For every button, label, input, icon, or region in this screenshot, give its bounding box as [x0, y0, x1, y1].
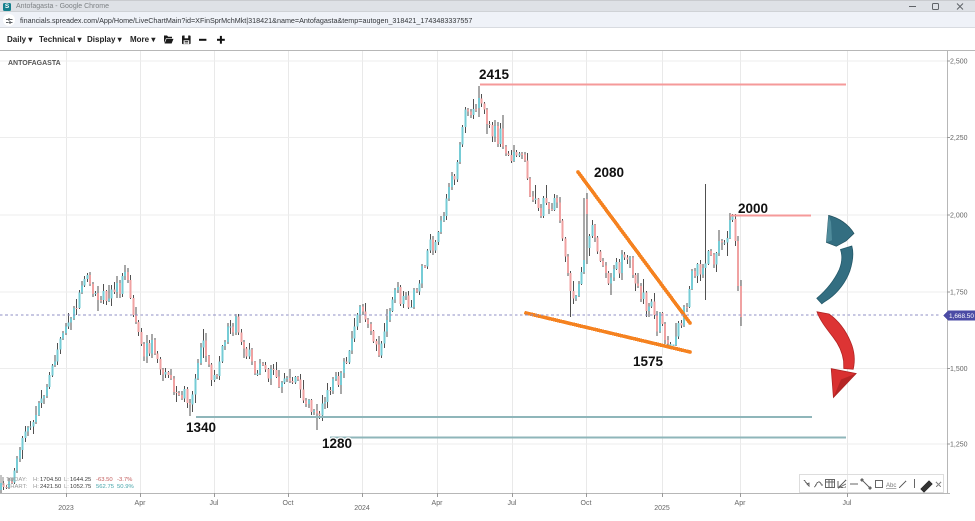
svg-text:Oct: Oct — [581, 500, 592, 507]
svg-text:50.9%: 50.9% — [117, 484, 134, 490]
svg-text:1340: 1340 — [186, 420, 216, 435]
svg-text:Apr: Apr — [735, 500, 747, 507]
svg-text:1,250: 1,250 — [950, 442, 968, 449]
svg-text:1,668.50: 1,668.50 — [949, 313, 974, 320]
svg-text:1052.75: 1052.75 — [70, 484, 92, 490]
svg-text:ANTOFAGASTA: ANTOFAGASTA — [8, 60, 61, 67]
svg-text:L:: L: — [64, 484, 69, 490]
svg-text:1,750: 1,750 — [950, 290, 968, 297]
svg-text:TODAY:: TODAY: — [6, 477, 27, 483]
svg-text:2080: 2080 — [594, 165, 624, 180]
svg-text:H:: H: — [33, 484, 39, 490]
svg-text:Apr: Apr — [432, 500, 444, 507]
svg-text:Abc: Abc — [886, 483, 896, 489]
svg-text:1575: 1575 — [633, 354, 664, 369]
svg-text:2,000: 2,000 — [950, 213, 968, 220]
svg-text:Oct: Oct — [283, 500, 294, 507]
svg-text:Jul: Jul — [843, 500, 852, 507]
svg-text:-3.7%: -3.7% — [117, 477, 133, 483]
svg-text:1644.25: 1644.25 — [70, 477, 92, 483]
svg-text:-63.50: -63.50 — [96, 477, 113, 483]
svg-text:Jul: Jul — [210, 500, 219, 507]
svg-text:2,250: 2,250 — [950, 135, 968, 142]
svg-text:H:: H: — [33, 477, 39, 483]
svg-text:562.75: 562.75 — [96, 484, 115, 490]
svg-text:2023: 2023 — [58, 505, 74, 512]
svg-text:Apr: Apr — [135, 500, 147, 507]
svg-text:L:: L: — [64, 477, 69, 483]
svg-text:2421.50: 2421.50 — [40, 484, 62, 490]
svg-text:2,500: 2,500 — [950, 59, 968, 66]
svg-text:1704.50: 1704.50 — [40, 477, 62, 483]
svg-text:2000: 2000 — [738, 201, 768, 216]
svg-text:2024: 2024 — [354, 505, 370, 512]
svg-text:CHART:: CHART: — [6, 484, 28, 490]
svg-text:2025: 2025 — [654, 505, 670, 512]
svg-text:Jul: Jul — [508, 500, 517, 507]
svg-text:1280: 1280 — [322, 436, 352, 451]
svg-text:1,500: 1,500 — [950, 366, 968, 373]
svg-text:2415: 2415 — [479, 67, 510, 82]
